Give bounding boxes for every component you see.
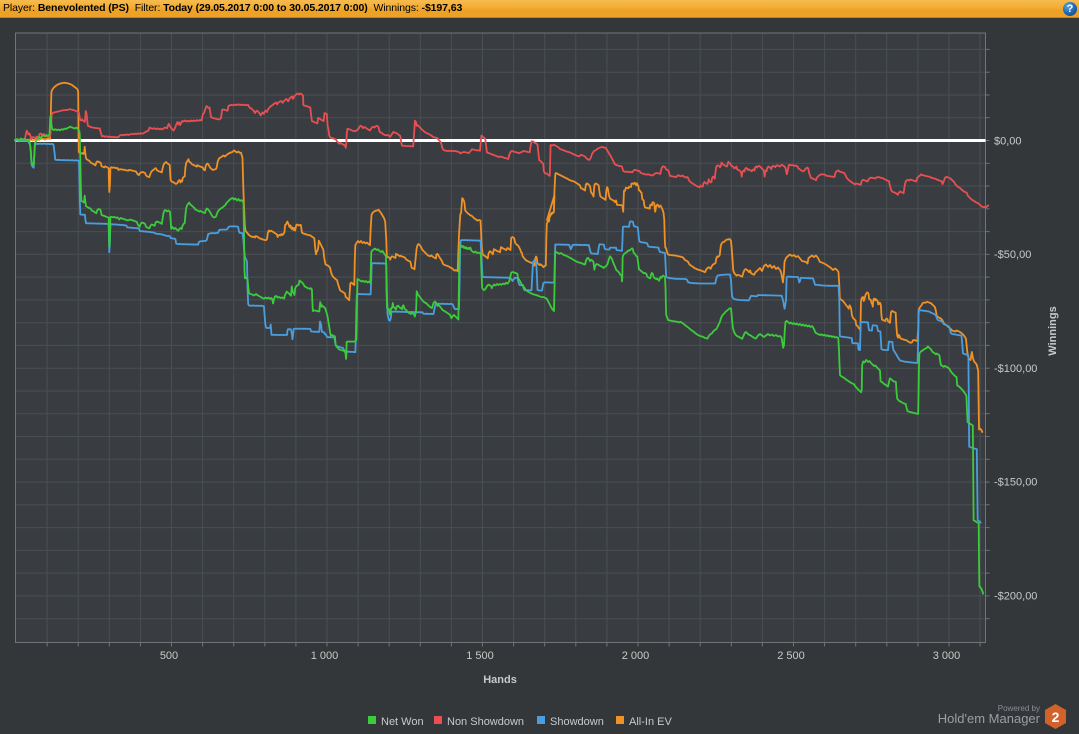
svg-text:Powered by: Powered by	[998, 704, 1040, 713]
svg-text:1 500: 1 500	[466, 650, 494, 662]
svg-text:Winnings: Winnings	[1047, 306, 1059, 355]
svg-text:-$200,00: -$200,00	[994, 590, 1037, 602]
svg-text:Non Showdown: Non Showdown	[447, 716, 524, 728]
svg-text:500: 500	[160, 650, 178, 662]
svg-text:Hands: Hands	[483, 674, 517, 686]
svg-text:3 000: 3 000	[933, 650, 961, 662]
svg-text:1 000: 1 000	[311, 650, 339, 662]
svg-text:2 500: 2 500	[777, 650, 805, 662]
svg-text:Showdown: Showdown	[550, 716, 604, 728]
svg-text:Hold'em Manager: Hold'em Manager	[938, 711, 1041, 726]
svg-text:Net Won: Net Won	[381, 716, 424, 728]
svg-text:-$150,00: -$150,00	[994, 477, 1037, 489]
svg-text:All-In EV: All-In EV	[629, 716, 672, 728]
svg-text:2: 2	[1052, 709, 1060, 725]
svg-text:-$50,00: -$50,00	[994, 249, 1031, 261]
svg-text:-$100,00: -$100,00	[994, 363, 1037, 375]
svg-text:2 000: 2 000	[622, 650, 650, 662]
svg-text:$0,00: $0,00	[994, 136, 1022, 148]
